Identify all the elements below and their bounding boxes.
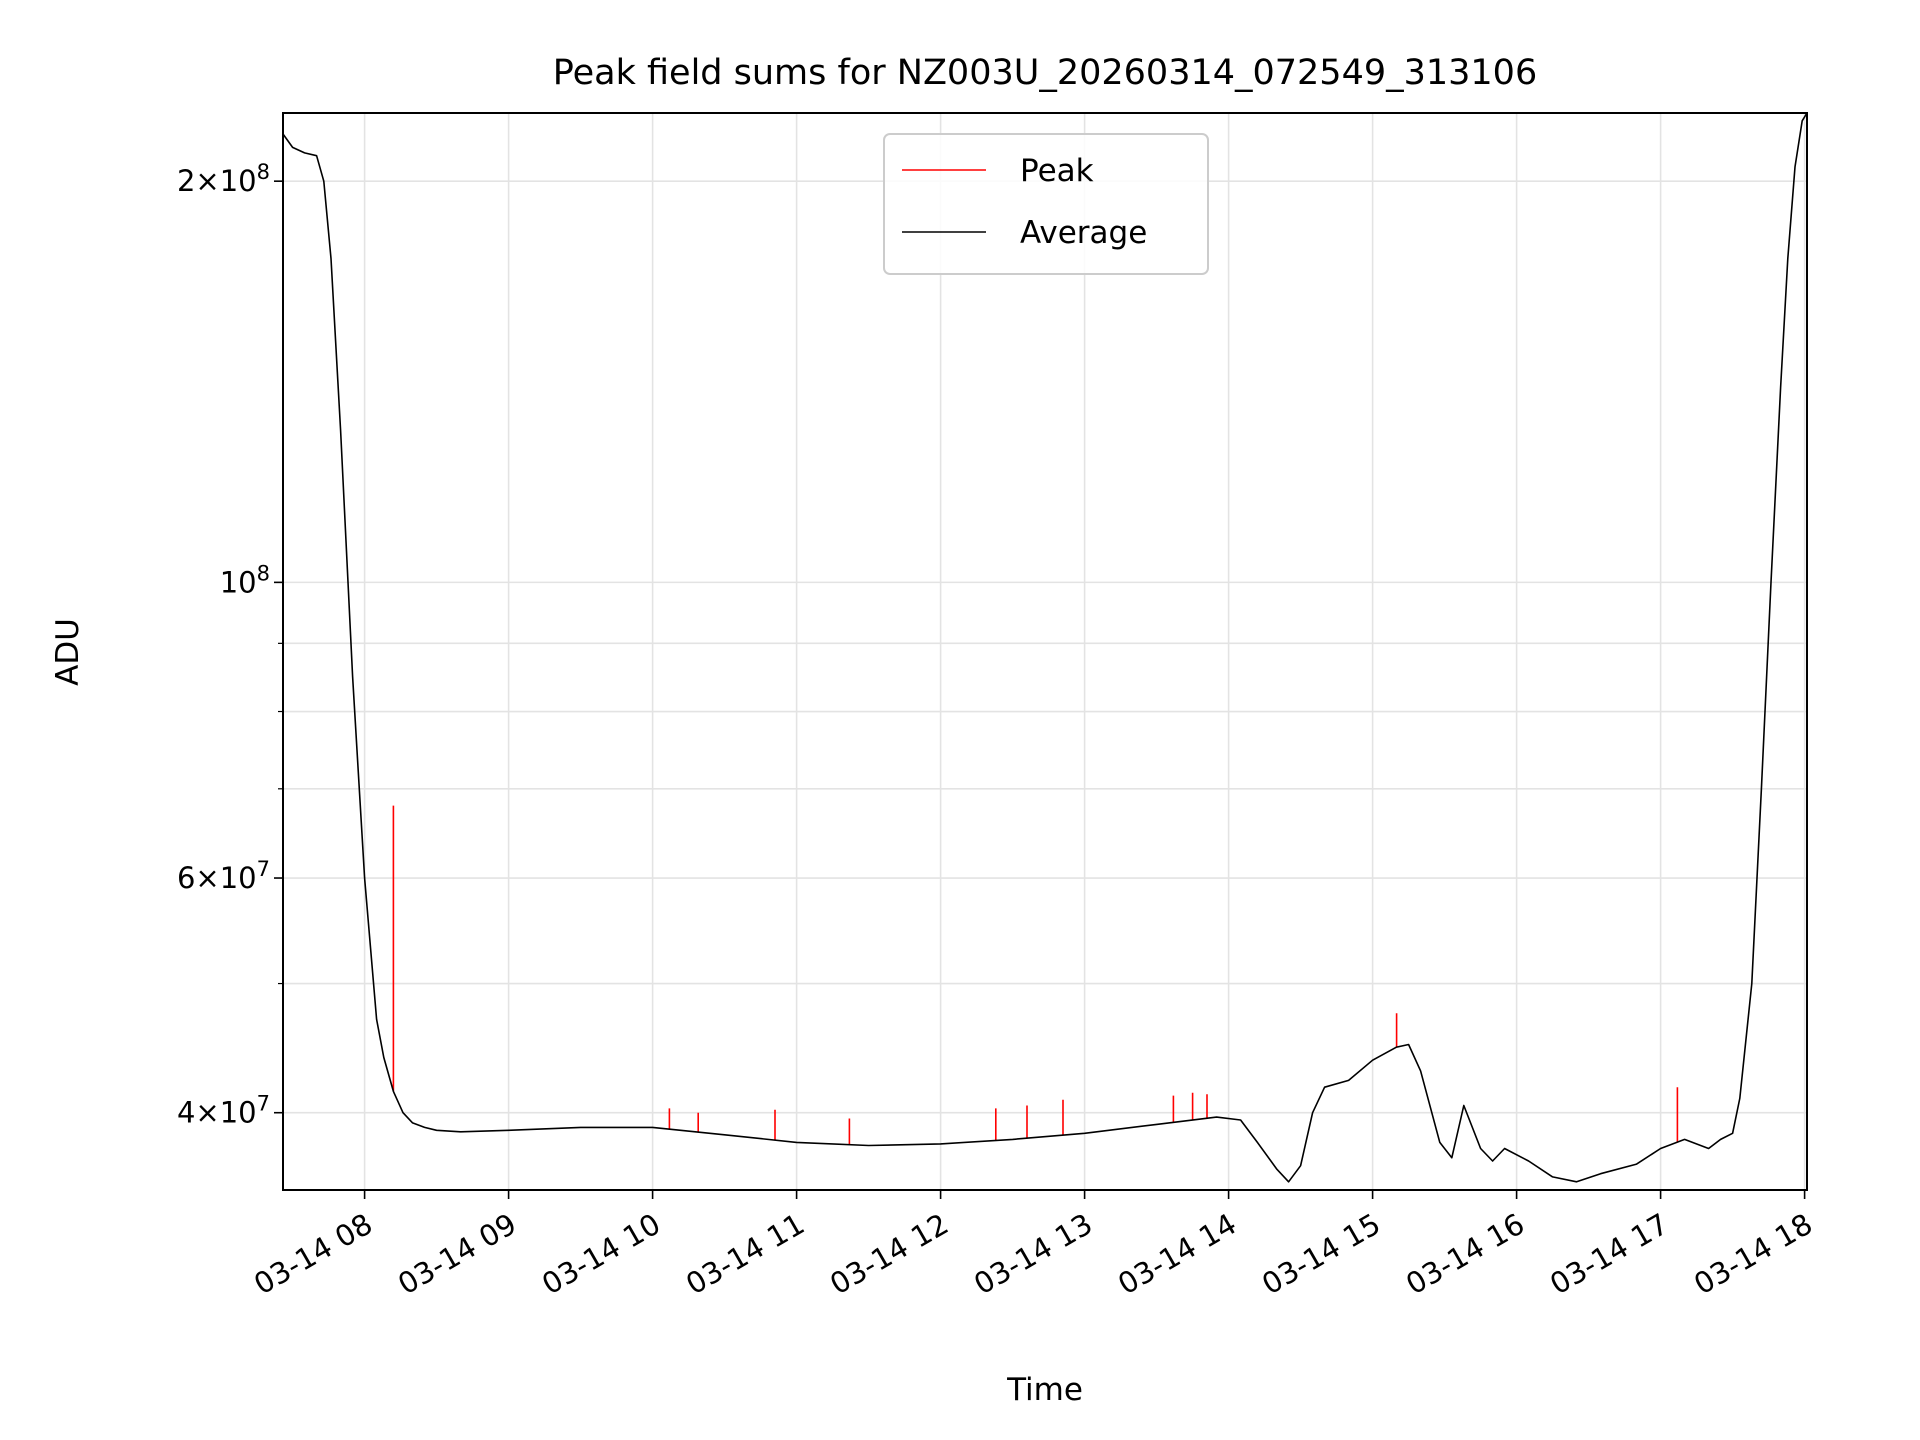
chart-title: Peak field sums for NZ003U_20260314_0725… (553, 53, 1537, 93)
series-layer (282, 112, 1808, 1183)
legend: Peak Average (883, 133, 1209, 275)
x-axis-label: Time (1006, 1372, 1083, 1408)
y-axis-label: ADU (50, 618, 86, 686)
y-tick-label: 4×107 (177, 1092, 270, 1130)
series-line-peak (392, 805, 1679, 1145)
y-tick-label: 6×107 (177, 857, 270, 895)
legend-box (883, 133, 1209, 275)
y-tick-label: 2×108 (177, 160, 270, 198)
legend-label-average: Average (1020, 215, 1147, 251)
series-line-average (282, 112, 1808, 1183)
legend-label-peak: Peak (1020, 153, 1094, 189)
plot-frame (282, 112, 1808, 1191)
